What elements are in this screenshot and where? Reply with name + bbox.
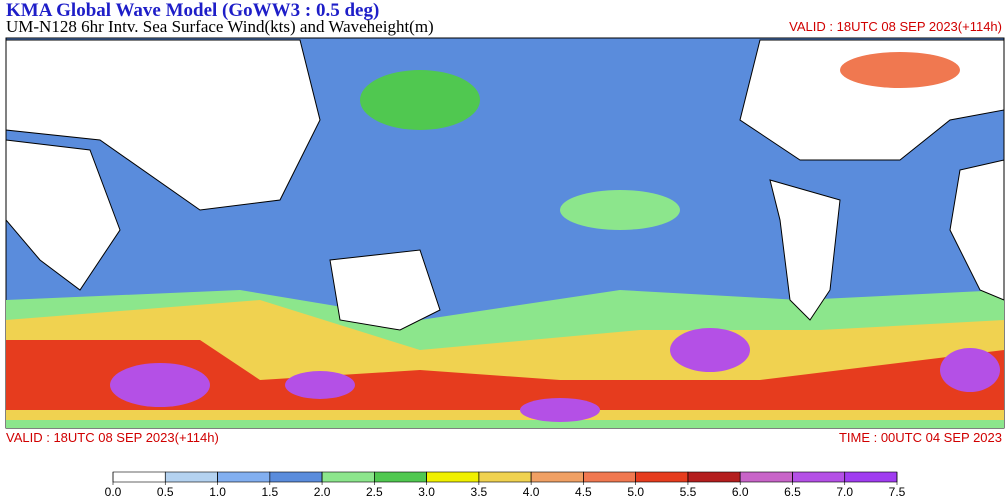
color-swatch xyxy=(687,471,741,483)
wave-zone xyxy=(840,52,960,88)
storm-core xyxy=(520,398,600,422)
tick-label: 4.5 xyxy=(575,485,592,496)
tick-label: 4.0 xyxy=(523,485,540,496)
land-africa-east xyxy=(949,159,1005,301)
tick-label: 3.0 xyxy=(418,485,435,496)
colorbar: 0.0 0.5 1.0 1.5 2.0 2.5 3.0 3.5 4.0 4.5 5.0 5.5 6.0 6… xyxy=(105,471,906,496)
tick-label: 5.0 xyxy=(627,485,644,496)
tick-label: 6.5 xyxy=(784,485,801,496)
color-swatch xyxy=(583,471,636,483)
color-swatch xyxy=(478,471,532,483)
subtitle: UM-N128 6hr Intv. Sea Surface Wind(kts) … xyxy=(6,17,434,36)
tick-label: 7.5 xyxy=(889,485,906,496)
color-swatch xyxy=(426,471,480,483)
analysis-time: TIME : 00UTC 04 SEP 2023 xyxy=(839,430,1002,445)
tick-label: 3.5 xyxy=(471,485,488,496)
color-swatch xyxy=(792,471,846,483)
land-australia xyxy=(329,249,441,331)
color-swatch xyxy=(112,471,166,483)
land-eurasia xyxy=(5,39,321,211)
wave-zone xyxy=(360,70,480,130)
color-swatch xyxy=(217,471,271,483)
tick-label: 0.5 xyxy=(157,485,174,496)
color-swatch xyxy=(321,471,375,483)
color-swatch xyxy=(635,471,689,483)
color-swatch xyxy=(164,471,218,483)
tick-label: 2.5 xyxy=(366,485,383,496)
storm-core xyxy=(285,371,355,399)
storm-core xyxy=(670,328,750,372)
color-swatch xyxy=(739,471,793,483)
map xyxy=(5,37,1005,429)
tick-label: 7.0 xyxy=(836,485,853,496)
tick-label: 1.5 xyxy=(261,485,278,496)
title: KMA Global Wave Model (GoWW3 : 0.5 deg) xyxy=(6,0,379,21)
wave-zone xyxy=(560,190,680,230)
tick-label: 5.5 xyxy=(680,485,697,496)
tick-label: 1.0 xyxy=(209,485,226,496)
land-south-america xyxy=(769,179,841,321)
color-swatch xyxy=(374,471,427,483)
storm-core xyxy=(940,348,1000,392)
storm-core xyxy=(110,363,210,407)
land-africa xyxy=(5,139,121,291)
color-swatch xyxy=(530,471,584,483)
color-swatch xyxy=(844,471,898,483)
storm-band xyxy=(6,340,1004,410)
valid-time: VALID : 18UTC 08 SEP 2023(+114h) xyxy=(789,19,1002,34)
tick-label: 6.0 xyxy=(732,485,749,496)
color-swatch xyxy=(269,471,323,483)
tick-label: 2.0 xyxy=(314,485,331,496)
tick-label: 0.0 xyxy=(105,485,122,496)
valid-time-bottom: VALID : 18UTC 08 SEP 2023(+114h) xyxy=(6,430,219,445)
